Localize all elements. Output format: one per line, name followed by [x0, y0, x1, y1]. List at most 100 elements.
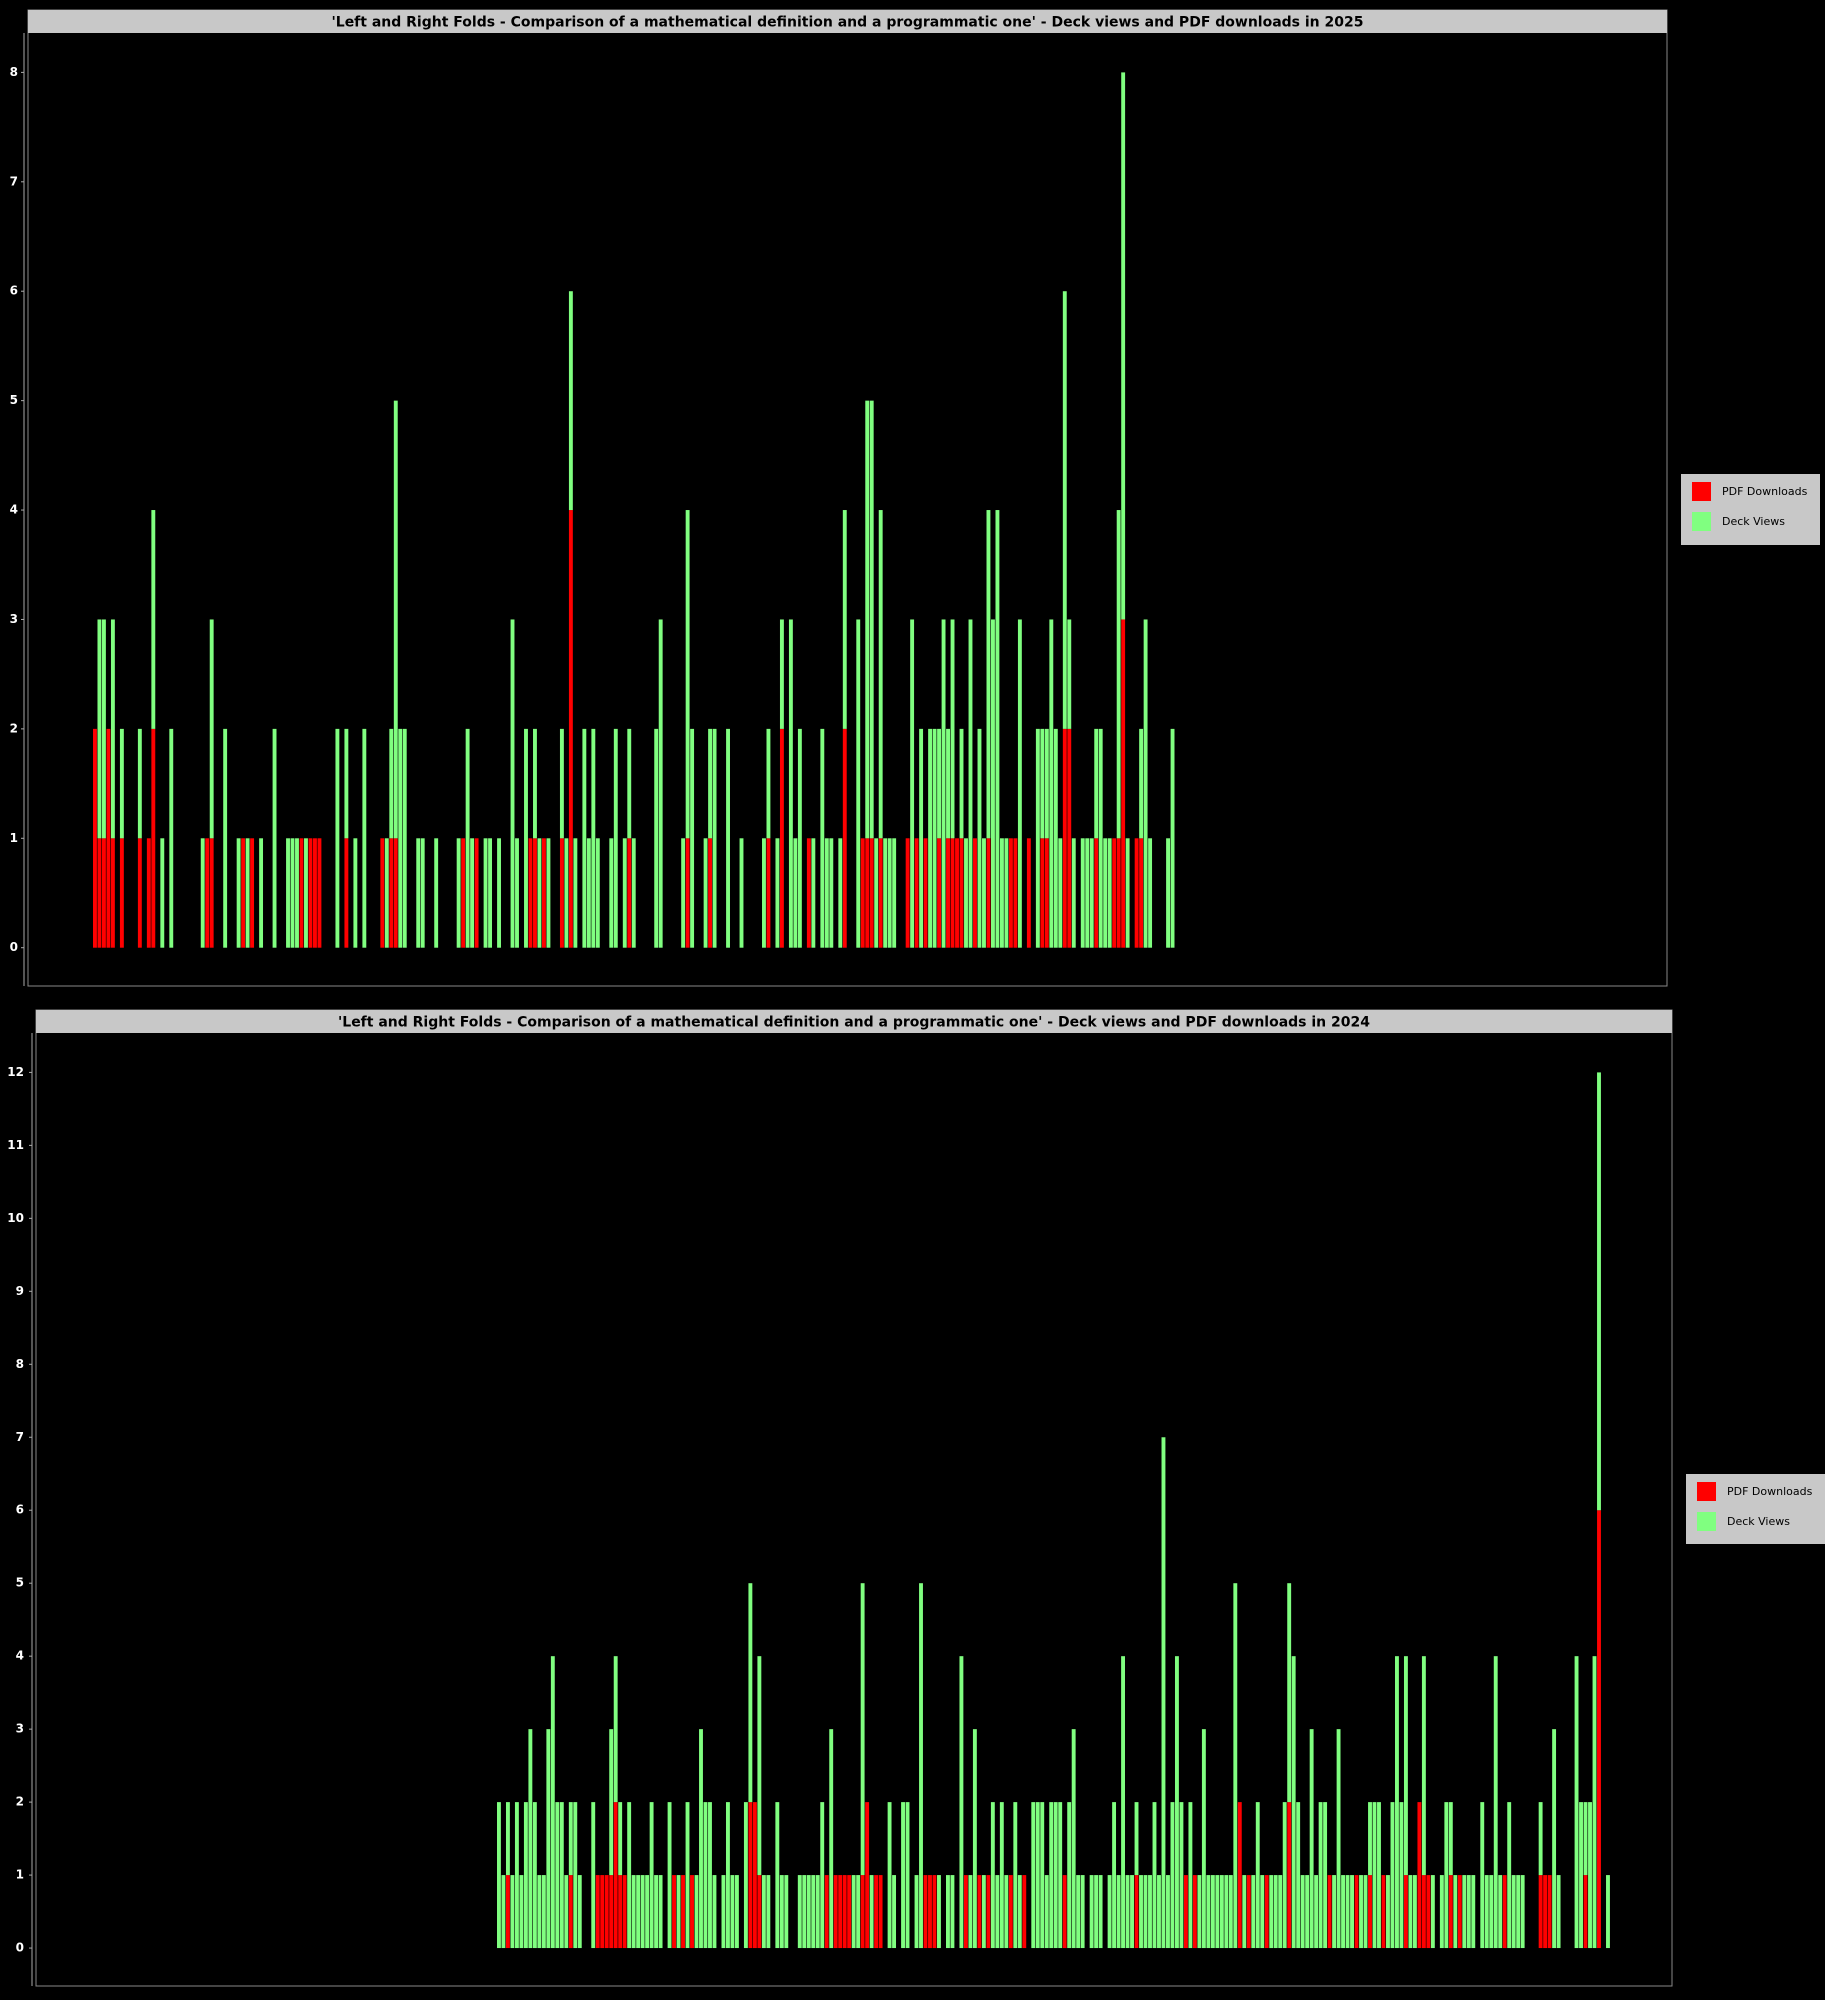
bar-segment	[573, 838, 578, 948]
bar-segment	[1035, 1802, 1040, 1949]
bar-segment	[465, 728, 470, 948]
legend-label: PDF Downloads	[1722, 485, 1808, 498]
bar-segment	[1040, 1802, 1045, 1949]
bar-segment	[1439, 1875, 1444, 1949]
bar-segment	[829, 838, 834, 948]
bar-segment	[914, 1875, 919, 1949]
bar-segment	[523, 1802, 528, 1949]
chart-title: 'Left and Right Folds - Comparison of a …	[338, 1015, 1370, 1031]
bar-segment	[344, 838, 349, 948]
bar-segment	[1359, 1875, 1363, 1949]
bar-segment	[959, 728, 964, 839]
bar-segment	[245, 838, 250, 948]
bar-segment	[101, 838, 106, 948]
bar-segment	[1242, 1875, 1247, 1949]
legend-swatch	[1692, 512, 1711, 531]
bar-segment	[937, 728, 942, 839]
bar-segment	[559, 728, 564, 839]
bar-segment	[721, 1875, 726, 1949]
bar-segment	[779, 728, 784, 948]
bar-segment	[1282, 1802, 1287, 1949]
bar-segment	[1489, 1875, 1494, 1949]
bar-segment	[533, 728, 537, 839]
bar-segment	[1053, 1802, 1058, 1949]
bar-segment	[986, 510, 991, 839]
bar-segment	[964, 838, 968, 948]
bar-segment	[946, 838, 950, 948]
bar-segment	[766, 838, 771, 948]
bar-segment	[631, 1875, 636, 1949]
bar-segment	[416, 838, 421, 948]
y-tick-label: 7	[16, 1430, 24, 1444]
bar-segment	[1080, 1875, 1085, 1949]
bar-segment	[1305, 1875, 1310, 1949]
bar-segment	[613, 1802, 618, 1949]
bar-segment	[1134, 1875, 1139, 1949]
bar-segment	[308, 838, 313, 948]
bar-segment	[1062, 728, 1067, 948]
bar-segment	[811, 838, 816, 948]
bar-segment	[344, 728, 349, 839]
bar-segment	[1197, 1875, 1202, 1949]
bar-segment	[752, 1802, 757, 1949]
bar-segment	[389, 728, 394, 839]
bar-segment	[793, 838, 798, 948]
bar-segment	[110, 619, 115, 839]
bar-segment	[1399, 1802, 1404, 1949]
y-tick-label: 11	[7, 1138, 24, 1152]
bar-segment	[1139, 728, 1144, 839]
bar-segment	[950, 1875, 955, 1949]
plot-frame	[27, 9, 1668, 987]
bar-segment	[627, 1802, 632, 1949]
bar-segment	[1273, 1875, 1278, 1949]
legend-label: PDF Downloads	[1727, 1485, 1813, 1498]
bar-segment	[1538, 1875, 1543, 1949]
bar-segment	[1148, 1875, 1152, 1949]
bar-segment	[1219, 1875, 1224, 1949]
bar-segment	[1386, 1875, 1390, 1949]
bar-segment	[1403, 1875, 1408, 1949]
bar-segment	[568, 510, 573, 948]
bar-segment	[1538, 1802, 1543, 1876]
bar-segment	[995, 1875, 1000, 1949]
bar-segment	[1246, 1875, 1251, 1949]
bar-segment	[1053, 728, 1058, 948]
legend-swatch	[1697, 1482, 1716, 1501]
bar-segment	[286, 838, 290, 948]
bar-segment	[259, 838, 264, 948]
bar-segment	[1233, 1583, 1238, 1949]
y-tick-label: 4	[16, 1649, 24, 1663]
bar-segment	[393, 838, 398, 948]
bar-segment	[1017, 619, 1022, 948]
bar-segment	[766, 1875, 771, 1949]
bar-segment	[555, 1802, 560, 1949]
bar-segment	[497, 838, 501, 948]
bar-segment	[137, 728, 142, 839]
bar-segment	[604, 1875, 609, 1949]
bar-segment	[1112, 838, 1117, 948]
bar-segment	[380, 838, 385, 948]
bar-segment	[1071, 838, 1076, 948]
bar-segment	[1094, 838, 1099, 948]
bar-segment	[335, 728, 340, 948]
bar-segment	[1583, 1875, 1588, 1949]
bar-segment	[622, 838, 627, 948]
bar-segment	[865, 838, 870, 948]
bar-segment	[1516, 1875, 1521, 1949]
bar-segment	[981, 1875, 986, 1949]
bar-segment	[1327, 1875, 1332, 1949]
bar-segment	[1058, 1802, 1063, 1949]
bar-segment	[1412, 1875, 1417, 1949]
bar-segment	[1098, 1875, 1103, 1949]
bar-segment	[941, 619, 946, 948]
title-bar	[36, 1010, 1672, 1033]
bar-segment	[1408, 1875, 1413, 1949]
bar-segment	[1174, 1656, 1179, 1949]
bar-segment	[932, 728, 937, 948]
bar-segment	[851, 1875, 856, 1949]
bar-segment	[97, 619, 102, 839]
bar-segment	[550, 1656, 555, 1949]
bar-segment	[990, 1802, 995, 1949]
bar-segment	[685, 510, 690, 839]
bar-segment	[1134, 838, 1139, 948]
